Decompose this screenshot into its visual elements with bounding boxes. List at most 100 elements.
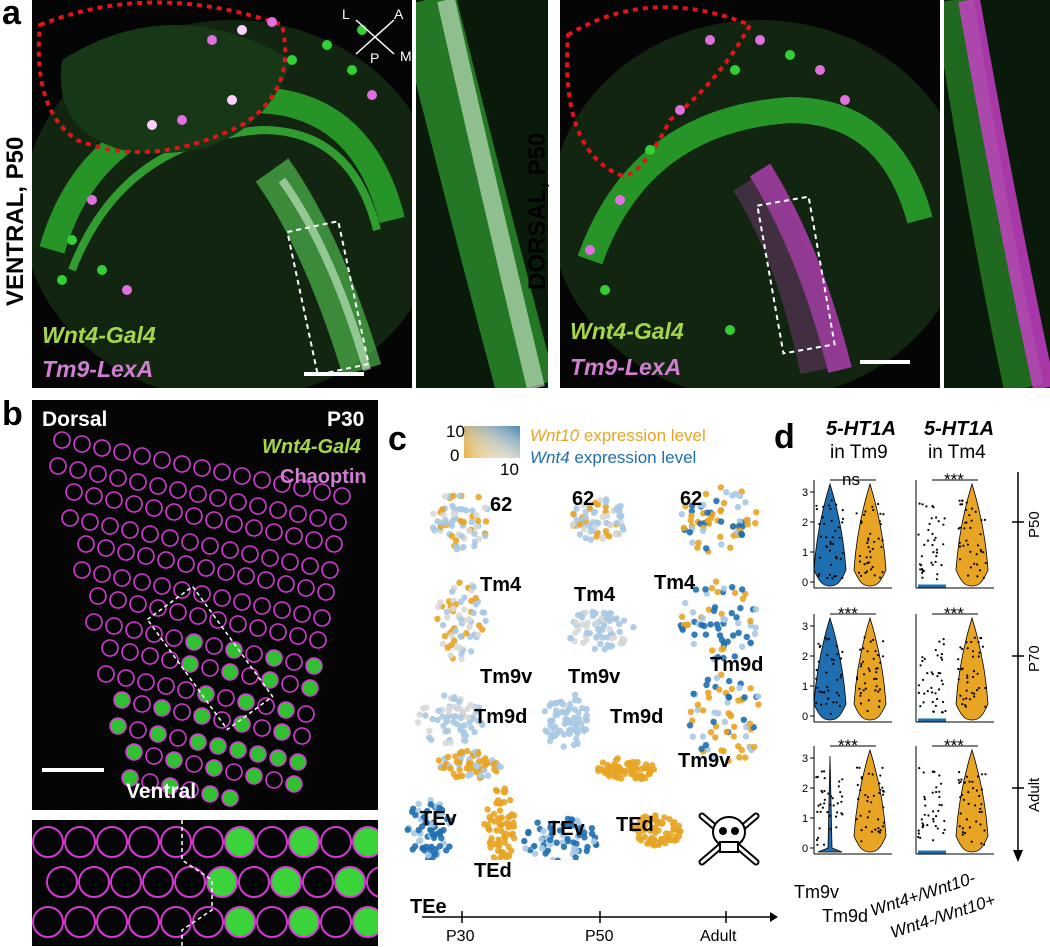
umap-point [553, 699, 560, 707]
umap-point [707, 621, 714, 628]
violin-point [921, 568, 924, 571]
violin-point [983, 843, 986, 846]
umap-point [733, 614, 740, 621]
umap-point [544, 728, 551, 736]
umap-point [554, 857, 561, 860]
umap-point [571, 706, 578, 713]
violin-point [869, 532, 872, 535]
ommatidium [241, 667, 259, 685]
umap-point [728, 609, 735, 617]
umap-cluster-9 [595, 755, 658, 783]
violin-point [823, 789, 826, 793]
violin-point [859, 648, 862, 651]
violin-ytick: 3 [802, 487, 808, 499]
umap-point [560, 843, 568, 850]
umap-point [475, 535, 483, 543]
violin-point [923, 813, 926, 816]
violin-point [926, 824, 929, 827]
umap-point [532, 850, 539, 857]
umap-point [570, 510, 577, 518]
panel-c-label: c [388, 420, 407, 458]
violin-point [818, 645, 821, 648]
violin-point [836, 678, 839, 681]
umap-point [702, 490, 710, 498]
violin-panel-5 [915, 745, 994, 855]
ommatidium [293, 727, 311, 745]
umap-point [465, 760, 473, 767]
umap-point [728, 685, 736, 693]
umap-point [698, 621, 705, 629]
umap-point [739, 595, 747, 602]
umap-point [538, 845, 546, 852]
violin-shape [955, 482, 989, 587]
violin-point [958, 825, 961, 828]
violin-point [815, 669, 818, 672]
umap-point [699, 733, 707, 740]
violin-point [958, 541, 961, 544]
ommatidium [253, 597, 271, 615]
umap-point [599, 513, 606, 521]
violin-point [966, 676, 969, 679]
umap-point [481, 762, 489, 769]
umap-point [590, 838, 597, 845]
violin-point [957, 658, 960, 661]
umap-point [688, 512, 695, 519]
ommatidium [273, 723, 291, 741]
umap-point [482, 518, 490, 525]
ommatidium [129, 595, 147, 613]
violin-point [931, 563, 934, 566]
umap-point [614, 755, 621, 762]
inset-ommatidium [192, 826, 224, 858]
violin-point [826, 685, 829, 689]
ommatidium [97, 665, 115, 683]
violin-point [815, 838, 819, 842]
violin-point [816, 843, 819, 846]
umap-point [463, 748, 471, 755]
ommatidium [121, 643, 139, 661]
umap-point [731, 653, 738, 660]
ommatidium [209, 489, 227, 507]
violin-point [977, 655, 980, 658]
violin-shape [955, 748, 989, 853]
umap-point [580, 501, 587, 509]
umap-point [694, 701, 702, 708]
inset-ommatidium [224, 826, 256, 858]
violin-point [882, 640, 885, 643]
violin-point [825, 536, 828, 539]
ommatidium [125, 743, 143, 761]
umap-point [439, 506, 446, 513]
ventral-driver-label: Wnt4-Gal4 [42, 322, 156, 348]
umap-point [729, 492, 736, 499]
violin-point [958, 771, 961, 774]
ommatidium [273, 475, 291, 493]
umap-point [682, 599, 689, 607]
violin-point [870, 801, 873, 804]
violin-point [839, 657, 843, 660]
violin-point [917, 832, 920, 835]
violin-point [876, 667, 879, 670]
umap-point [712, 578, 720, 585]
umap-point [490, 810, 498, 818]
retina-micrograph [32, 400, 378, 810]
umap-point [564, 835, 571, 843]
umap-point [457, 598, 464, 605]
umap-point [568, 816, 576, 823]
ommatidium [309, 509, 327, 527]
violin-point [841, 576, 844, 579]
cluster-ted-p30: TEd [474, 860, 512, 882]
violin-point [935, 815, 938, 818]
umap-point [583, 629, 590, 636]
violin-point [967, 574, 970, 577]
violin-point [966, 674, 969, 677]
umap-point [710, 718, 717, 725]
umap-point [491, 760, 498, 767]
umap-point [429, 821, 436, 828]
umap-point [702, 741, 710, 749]
umap-point [735, 629, 742, 636]
dorsal-inset [944, 0, 1050, 388]
violin-point [926, 539, 930, 542]
umap-point [576, 531, 584, 538]
ommatidium [277, 575, 295, 593]
umap-point [739, 643, 746, 650]
violin-point [978, 651, 981, 654]
